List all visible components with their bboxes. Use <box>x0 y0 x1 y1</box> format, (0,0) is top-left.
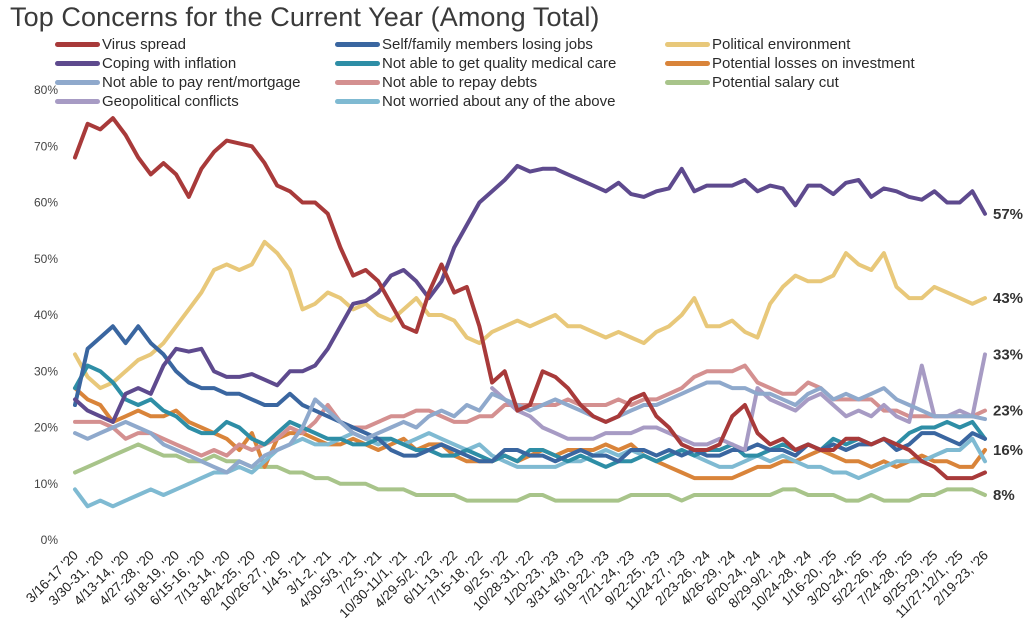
y-tick-label: 30% <box>34 364 58 378</box>
chart-title: Top Concerns for the Current Year (Among… <box>10 2 600 32</box>
end-value-label: 43% <box>993 290 1023 307</box>
end-value-label: 8% <box>993 487 1015 504</box>
y-tick-label: 0% <box>41 533 59 547</box>
end-value-label: 23% <box>993 403 1023 420</box>
legend-label: Not able to pay rent/mortgage <box>102 74 301 91</box>
series-line-coping-with-inflation <box>73 163 987 424</box>
legend-item: Political environment <box>665 35 850 54</box>
legend-item: Geopolitical conflicts <box>55 92 239 111</box>
legend-label: Geopolitical conflicts <box>102 93 239 110</box>
legend-swatch <box>335 80 380 85</box>
legend-swatch <box>665 61 710 66</box>
legend-item: Self/family members losing jobs <box>335 35 593 54</box>
legend-swatch <box>665 80 710 85</box>
legend-item: Not worried about any of the above <box>335 92 615 111</box>
y-tick-label: 20% <box>34 421 58 435</box>
legend-item: Potential salary cut <box>665 73 839 92</box>
legend-label: Not able to repay debts <box>382 74 538 91</box>
legend-swatch <box>55 80 100 85</box>
legend-label: Not able to get quality medical care <box>382 55 617 72</box>
series-line-self-family-members-losing-jobs <box>73 324 987 464</box>
end-value-label: 33% <box>993 346 1023 363</box>
series-line-geopolitical-conflicts <box>490 352 987 452</box>
legend-swatch <box>335 99 380 104</box>
legend-swatch <box>335 42 380 47</box>
legend-swatch <box>665 42 710 47</box>
legend-item: Coping with inflation <box>55 54 236 73</box>
series-line-not-able-to-get-quality-medical-care <box>73 363 987 469</box>
legend-label: Coping with inflation <box>102 55 237 72</box>
legend-item: Not able to get quality medical care <box>335 54 616 73</box>
legend-item: Potential losses on investment <box>665 54 915 73</box>
y-tick-label: 10% <box>34 477 58 491</box>
legend-label: Not worried about any of the above <box>382 93 616 110</box>
y-tick-label: 40% <box>34 308 58 322</box>
series-line-virus-spread <box>73 116 987 481</box>
series-line-not-able-to-pay-rent-mortgage <box>73 380 987 475</box>
legend-item: Not able to repay debts <box>335 73 537 92</box>
end-value-label: 57% <box>993 206 1023 223</box>
legend-label: Self/family members losing jobs <box>382 36 593 53</box>
y-tick-label: 60% <box>34 196 58 210</box>
legend-swatch <box>55 61 100 66</box>
series-line-potential-salary-cut <box>73 442 987 503</box>
legend-item: Not able to pay rent/mortgage <box>55 73 300 92</box>
legend-label: Virus spread <box>102 36 186 53</box>
series-line-political-environment <box>73 239 987 391</box>
legend-swatch <box>335 61 380 66</box>
legend-item: Virus spread <box>55 35 186 54</box>
legend-swatch <box>55 42 100 47</box>
y-tick-label: 50% <box>34 252 58 266</box>
end-value-label: 16% <box>993 442 1023 459</box>
legend-swatch <box>55 99 100 104</box>
legend-label: Potential losses on investment <box>712 55 915 72</box>
legend-label: Potential salary cut <box>712 74 839 91</box>
legend-label: Political environment <box>712 36 851 53</box>
y-tick-label: 80% <box>34 83 58 97</box>
y-tick-label: 70% <box>34 139 58 153</box>
